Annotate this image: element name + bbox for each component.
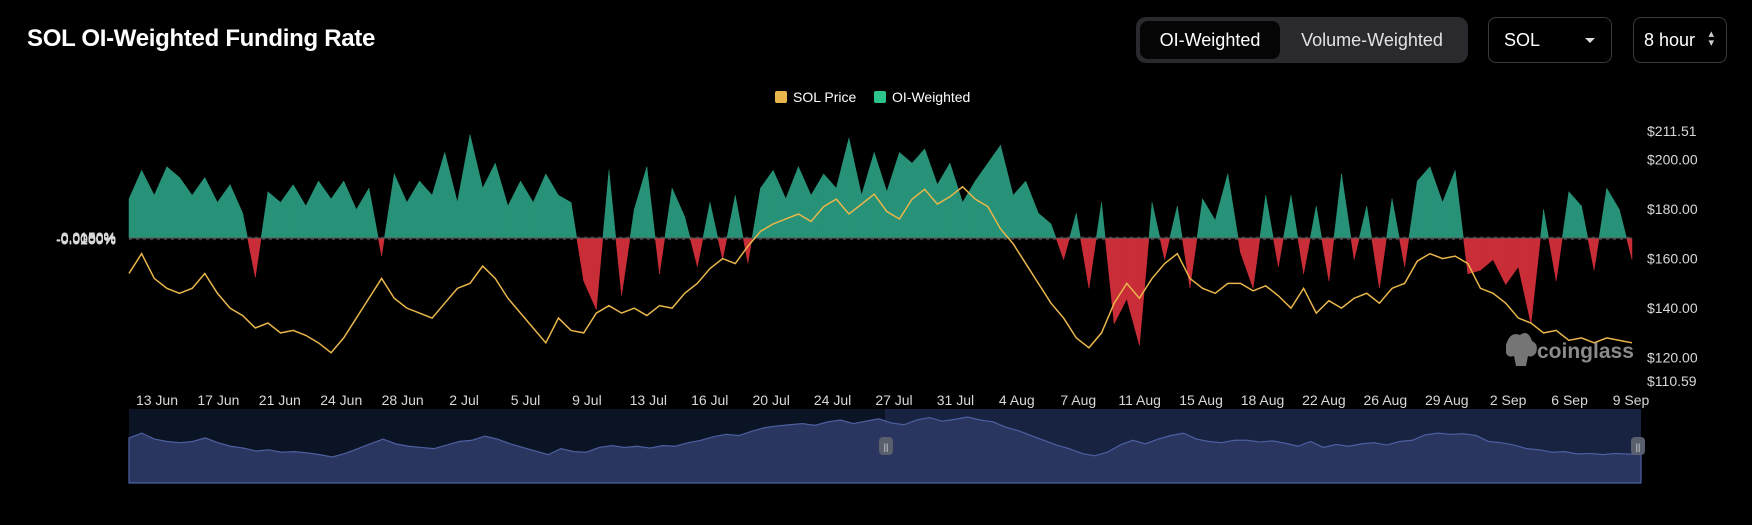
right-axis-tick-label: $180.00 — [1647, 201, 1698, 217]
chart-legend[interactable]: SOL Price OI-Weighted — [775, 89, 970, 105]
x-axis-tick-label: 18 Aug — [1241, 392, 1285, 408]
left-axis-tick-label: -0.0200% — [56, 232, 116, 248]
watermark-text: coinglass — [1537, 340, 1634, 363]
left-axis: 0.0150%0.0100%0.0050%0%-0.0050%-0.0100%-… — [56, 229, 116, 248]
interval-select-value: 8 hour — [1644, 30, 1696, 50]
rate-type-toggle[interactable]: OI-Weighted Volume-Weighted — [1136, 17, 1468, 63]
x-axis-tick-label: 20 Jul — [752, 392, 789, 408]
funding-rate-series — [128, 134, 1633, 346]
x-axis-tick-label: 22 Aug — [1302, 392, 1346, 408]
x-axis-tick-label: 9 Jul — [572, 392, 602, 408]
page-title: SOL OI-Weighted Funding Rate — [27, 25, 376, 52]
x-axis-tick-label: 16 Jul — [691, 392, 728, 408]
coinglass-logo-icon — [1506, 333, 1537, 366]
chevron-down-icon — [1585, 38, 1595, 43]
navigator-left-handle[interactable]: || — [879, 437, 893, 455]
x-axis-tick-label: 21 Jun — [259, 392, 301, 408]
x-axis-tick-label: 13 Jul — [630, 392, 667, 408]
right-axis-tick-label: $120.00 — [1647, 350, 1698, 366]
x-axis-tick-label: 24 Jun — [320, 392, 362, 408]
x-axis-tick-label: 2 Jul — [449, 392, 479, 408]
x-axis-tick-label: 4 Aug — [999, 392, 1035, 408]
tab-oi-weighted[interactable]: OI-Weighted — [1140, 21, 1280, 59]
x-axis-tick-label: 29 Aug — [1425, 392, 1469, 408]
price-series — [128, 185, 1633, 354]
svg-text:||: || — [1636, 442, 1641, 452]
left-axis-tick-label: 0% — [96, 230, 116, 246]
x-axis-tick-label: 5 Jul — [511, 392, 541, 408]
x-axis-tick-label: 17 Jun — [197, 392, 239, 408]
x-axis-tick-label: 24 Jul — [814, 392, 851, 408]
updown-icon: ▴ ▾ — [1708, 28, 1714, 49]
x-axis: 13 Jun 17 Jun 21 Jun 24 Jun 28 Jun 2 Jul 5 Jul… — [136, 392, 1650, 408]
x-axis-tick-label: 7 Aug — [1060, 392, 1096, 408]
legend-rate-swatch — [874, 91, 886, 103]
left-axis-tick-label: 0.0100% — [61, 229, 116, 245]
legend-price-swatch — [775, 91, 787, 103]
x-axis-tick-label: 31 Jul — [937, 392, 974, 408]
left-axis-tick-label: -0.0150% — [56, 231, 116, 247]
x-axis-tick-label: 27 Jul — [875, 392, 912, 408]
legend-price-label[interactable]: SOL Price — [793, 89, 856, 105]
tab-volume-weighted[interactable]: Volume-Weighted — [1301, 30, 1443, 50]
x-axis-tick-label: 11 Aug — [1118, 392, 1161, 408]
right-axis-tick-label: $211.51 — [1647, 123, 1697, 139]
navigator-selected-range[interactable] — [885, 409, 1641, 483]
x-axis-tick-label: 26 Aug — [1364, 392, 1408, 408]
x-axis-tick-label: 28 Jun — [382, 392, 424, 408]
price-line — [128, 185, 1633, 354]
right-axis: $211.51 $200.00 $180.00 $160.00 $140.00 $120.… — [1647, 123, 1698, 389]
left-axis-tick-label: -0.0050% — [56, 231, 116, 247]
x-axis-tick-label: 2 Sep — [1490, 392, 1527, 408]
right-axis-tick-label: $110.59 — [1647, 373, 1697, 389]
navigator-background — [129, 409, 1641, 483]
right-axis-tick-label: $140.00 — [1647, 300, 1698, 316]
left-axis-tick-label: 0.0150% — [61, 229, 116, 245]
positive-rate-area — [128, 134, 1632, 239]
svg-text:||: || — [884, 442, 889, 452]
right-axis-tick-label: $200.00 — [1647, 152, 1698, 168]
x-axis-tick-label: 15 Aug — [1179, 392, 1223, 408]
x-axis-tick-label: 9 Sep — [1613, 392, 1650, 408]
negative-rate-area — [129, 237, 1633, 346]
navigator[interactable]: || || — [128, 409, 1645, 484]
left-axis-tick-label: 0.0050% — [61, 230, 116, 246]
navigator-series — [128, 416, 1642, 484]
x-axis-tick-label: 13 Jun — [136, 392, 178, 408]
navigator-right-handle[interactable]: || — [1631, 437, 1645, 455]
coin-select-value: SOL — [1504, 30, 1541, 50]
x-axis-tick-label: 6 Sep — [1551, 392, 1588, 408]
chart-grid — [129, 236, 1632, 241]
interval-select[interactable]: 8 hour ▴ ▾ — [1633, 17, 1727, 63]
right-axis-tick-label: $160.00 — [1647, 251, 1698, 267]
left-axis-tick-label: -0.0100% — [56, 231, 116, 247]
watermark: coinglass — [1506, 333, 1634, 366]
legend-rate-label[interactable]: OI-Weighted — [892, 89, 970, 105]
coin-select[interactable]: SOL — [1488, 17, 1612, 63]
